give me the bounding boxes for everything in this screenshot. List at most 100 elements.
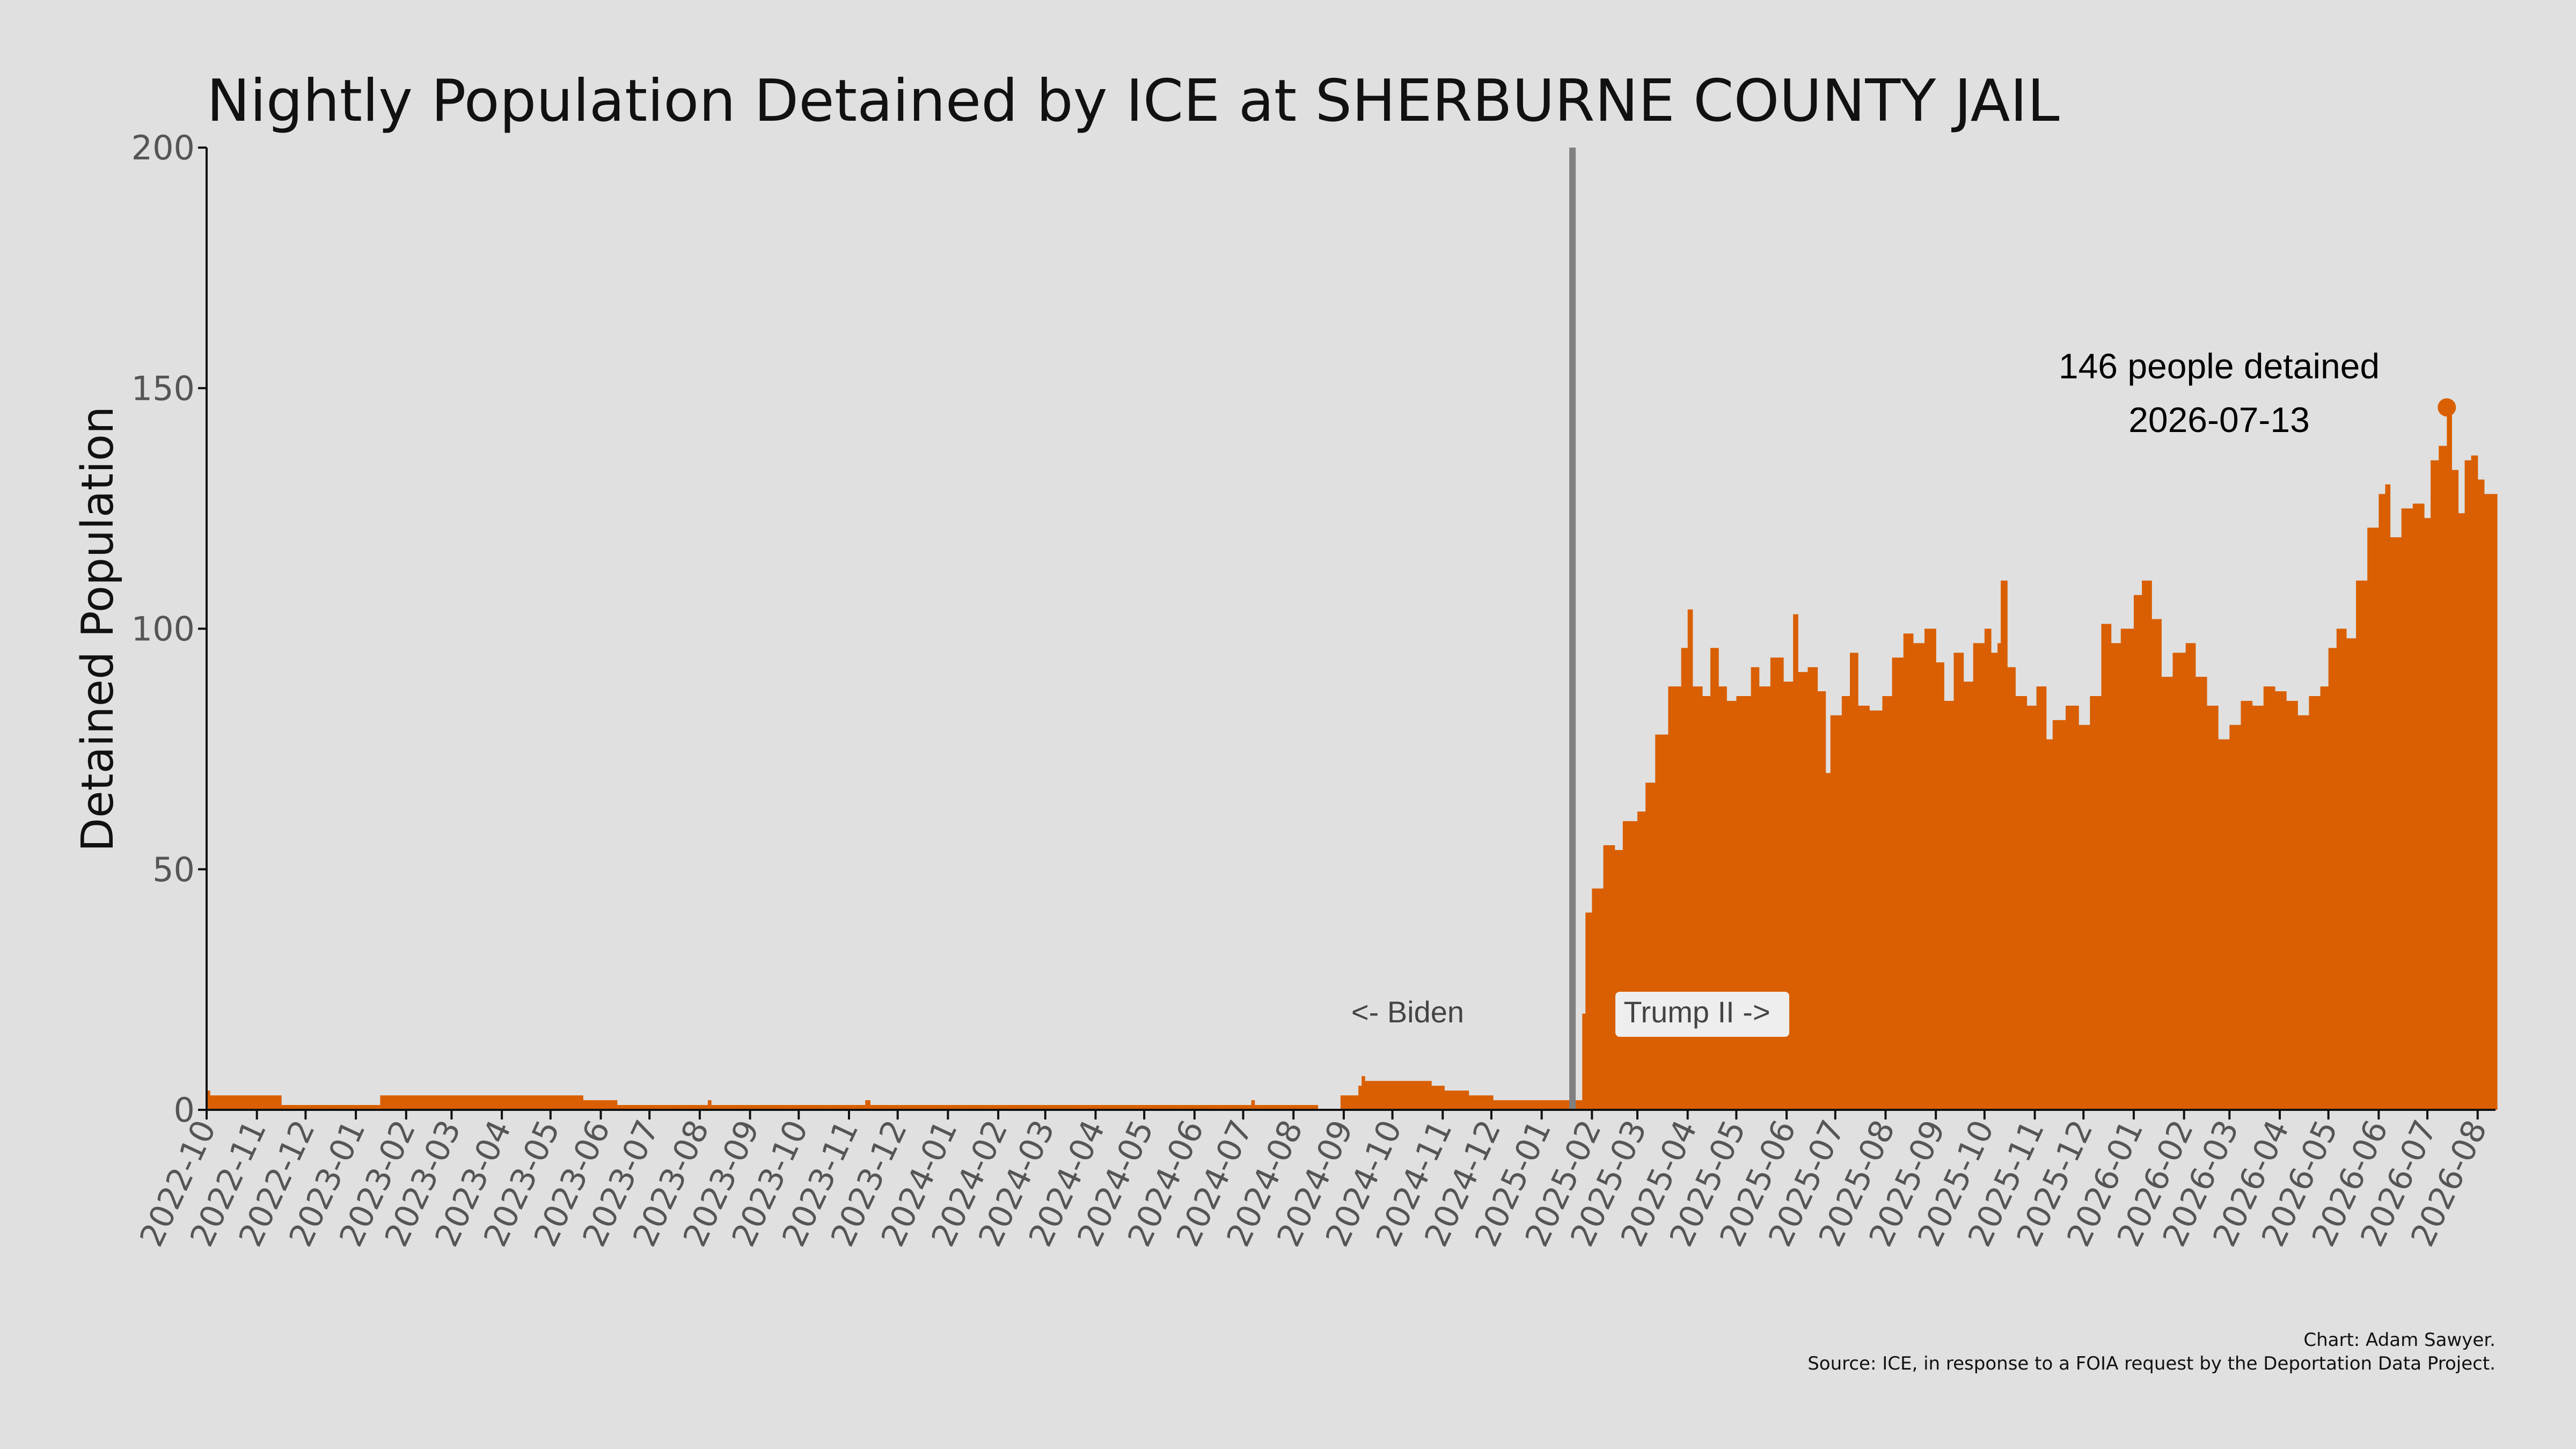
bar [1741,696,1744,1110]
bar [2030,705,2032,1110]
bar [1065,1105,1067,1110]
caption-source: Source: ICE, in response to a FOIA reque… [1807,1353,2496,1374]
bar [1866,705,1868,1110]
bar [1405,1081,1408,1110]
bar [404,1095,407,1110]
bar [349,1105,352,1110]
bar [1536,1100,1539,1110]
bar [2168,677,2170,1110]
bar [2022,696,2024,1110]
bar [2215,705,2217,1110]
bar [1058,1105,1060,1110]
bar [2184,653,2186,1110]
bar [455,1095,457,1110]
bar [1063,1105,1065,1110]
bar [975,1105,978,1110]
bar [1535,1100,1538,1110]
bar [1473,1095,1476,1110]
bar [261,1095,264,1110]
bar [528,1095,530,1110]
bar [1763,686,1766,1110]
bar [935,1105,937,1110]
bar [318,1105,321,1110]
bar [1807,667,1810,1110]
bar [1259,1105,1262,1110]
bar [1313,1105,1315,1110]
bar [1639,811,1641,1110]
bar [771,1105,773,1110]
bar [954,1105,957,1110]
bar [273,1095,275,1110]
bar [1274,1105,1276,1110]
bar [494,1095,496,1110]
bar [414,1095,416,1110]
bar [1345,1095,1348,1110]
bar [2074,705,2076,1110]
bar [985,1105,987,1110]
bar [2364,580,2366,1110]
bar [1905,633,1907,1110]
bar [1129,1105,1132,1110]
bar [2265,686,2267,1110]
bar [420,1095,423,1110]
bar [2496,494,2498,1110]
bar [2339,628,2342,1110]
bar [2370,528,2373,1110]
bar [1132,1105,1135,1110]
bar [313,1105,316,1110]
bar [589,1100,591,1110]
bar [1872,710,1875,1110]
era-label-trump: Trump II -> [1623,995,1770,1029]
bar [1005,1105,1007,1110]
bar [537,1095,540,1110]
bar [1139,1105,1141,1110]
bar [422,1095,425,1110]
bar [1853,653,1855,1110]
bar [1715,648,1717,1110]
bar [2447,407,2449,1110]
bar [2474,455,2477,1110]
bar [816,1105,819,1110]
bar [1433,1086,1435,1110]
bar [1858,705,1860,1110]
bar [1909,633,1912,1110]
bar [2288,700,2290,1110]
bar [2212,705,2214,1110]
bar [1757,667,1760,1110]
bar [1884,696,1886,1110]
bar [607,1100,610,1110]
bar [693,1105,696,1110]
bar [502,1095,504,1110]
bar [638,1105,640,1110]
bar [1674,686,1677,1110]
bar [1726,700,1729,1110]
bar [1848,696,1850,1110]
bar [2385,484,2388,1110]
bar [458,1095,460,1110]
bar [330,1105,332,1110]
bar [1277,1105,1279,1110]
bar [2062,720,2065,1110]
bar [645,1105,647,1110]
bar [1035,1105,1038,1110]
bar [1554,1100,1557,1110]
bar [1373,1081,1375,1110]
bar [1492,1100,1495,1110]
bar [1157,1105,1159,1110]
bar [912,1105,914,1110]
bar [378,1105,381,1110]
bar [2420,503,2423,1110]
bar [1982,643,1985,1110]
bar [1022,1105,1025,1110]
bar [678,1105,681,1110]
bar [990,1105,992,1110]
bar [2333,648,2336,1110]
bars-layer [207,407,2498,1110]
bar [2055,720,2058,1110]
bar [915,1105,918,1110]
bar [456,1095,459,1110]
bar [1045,1105,1048,1110]
bar [1038,1105,1041,1110]
bar [1454,1091,1457,1110]
peak-label-line1: 146 people detained [2059,346,2380,386]
